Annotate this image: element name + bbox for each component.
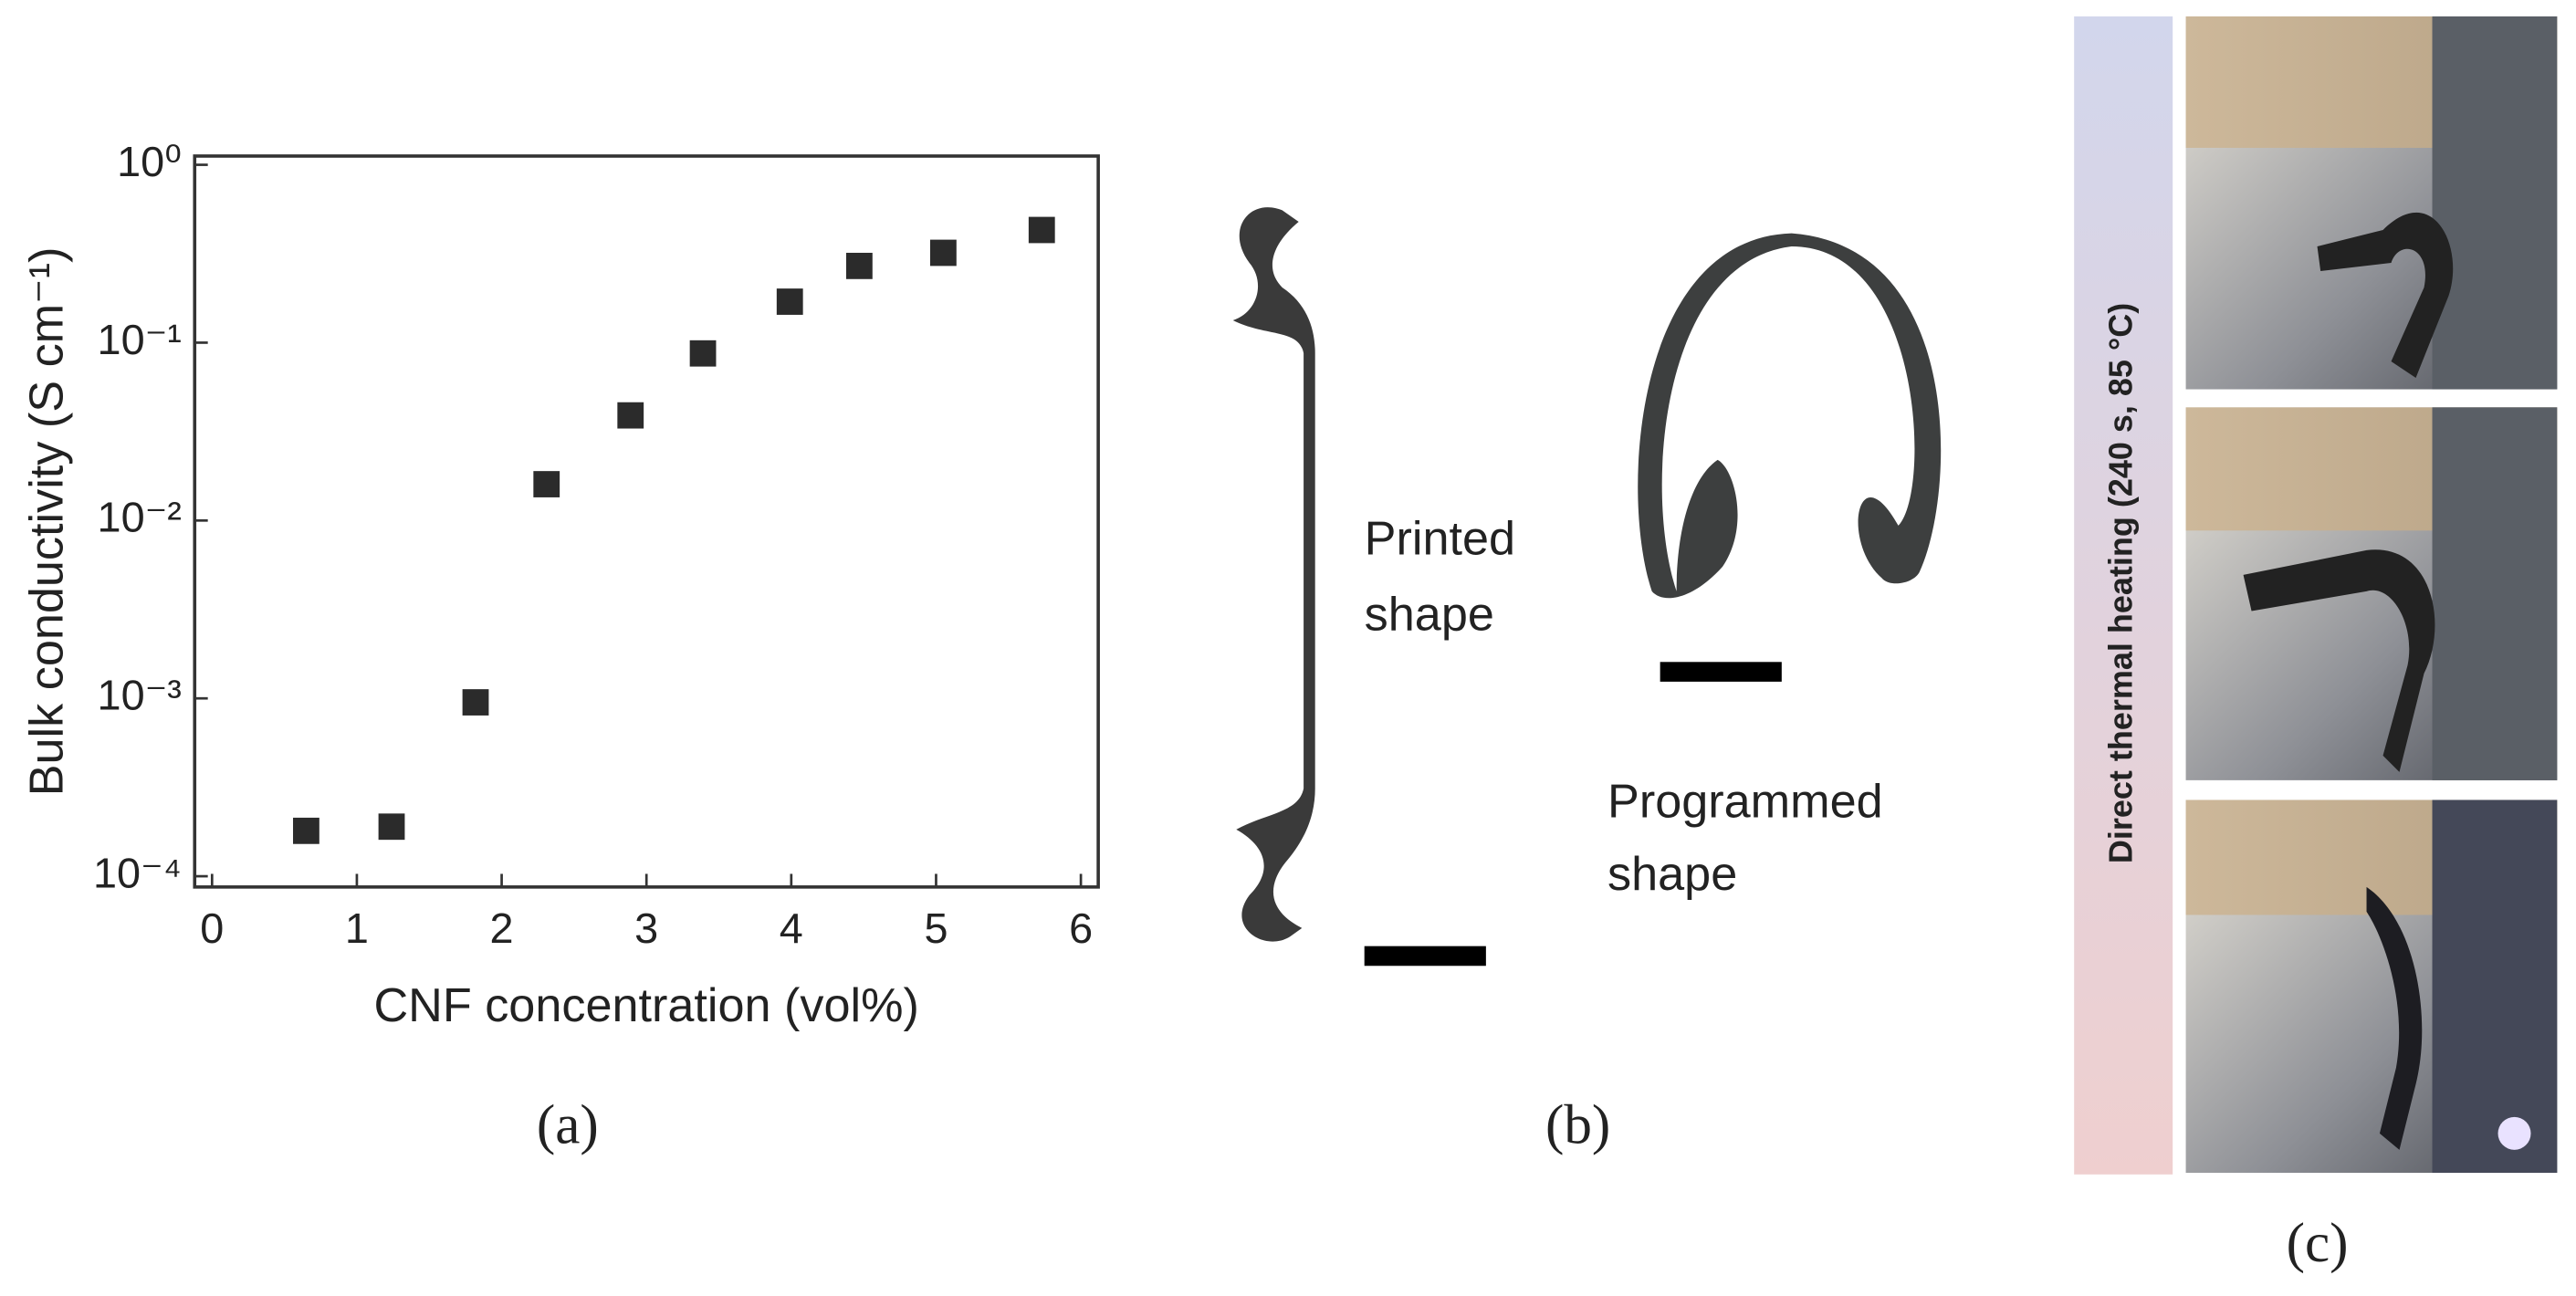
y-tick-label: 10⁻² <box>98 494 182 541</box>
point <box>617 402 644 429</box>
point <box>776 288 803 315</box>
x-tick-label: 6 <box>1069 904 1093 952</box>
point <box>533 471 560 497</box>
x-axis-label: CNF concentration (vol%) <box>373 979 918 1032</box>
caption-band <box>2074 16 2173 1175</box>
scale-bar <box>1364 946 1486 967</box>
point <box>689 340 717 367</box>
panel-label: (c) <box>2287 1212 2349 1274</box>
point <box>929 239 957 267</box>
photos <box>2185 16 2558 1174</box>
panel-label: (a) <box>537 1093 599 1155</box>
x-tick-label: 2 <box>490 904 514 952</box>
point <box>845 252 873 279</box>
plot-frame <box>193 154 1100 889</box>
point <box>378 813 405 841</box>
scale-bar <box>1660 662 1782 682</box>
y-tick-label: 10⁻¹ <box>98 316 182 363</box>
programmed-shape <box>1638 233 1942 599</box>
x-tick-label: 1 <box>345 904 369 952</box>
x-tick-label: 0 <box>200 904 224 952</box>
point <box>293 817 319 844</box>
printed-shape <box>1232 207 1315 942</box>
panel-label: (b) <box>1545 1093 1610 1155</box>
printed-label: Printed <box>1365 513 1515 566</box>
y-tick-label: 10⁻³ <box>98 672 182 719</box>
x-tick-label: 3 <box>634 904 658 952</box>
programmed-label: shape <box>1607 848 1737 901</box>
y-tick-label: 10⁰ <box>117 138 182 185</box>
printed-label: shape <box>1365 588 1494 641</box>
x-tick-label: 4 <box>780 904 803 952</box>
y-axis-label: Bulk conductivity (S cm⁻¹) <box>21 247 74 797</box>
programmed-label: Programmed <box>1607 776 1883 829</box>
side-caption: Direct thermal heating (240 s, 85 °C) <box>2102 303 2140 863</box>
point <box>462 689 489 716</box>
x-tick-label: 5 <box>924 904 948 952</box>
point <box>1028 216 1055 244</box>
y-tick-label: 10⁻⁴ <box>93 849 182 896</box>
